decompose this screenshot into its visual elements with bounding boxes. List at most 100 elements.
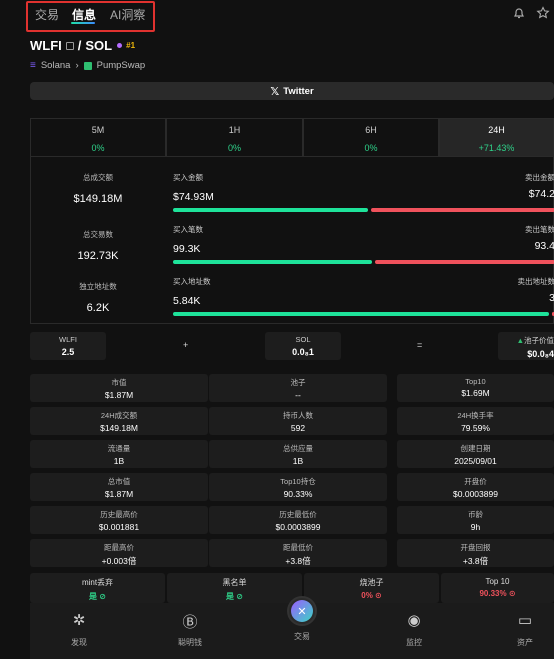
stat-buy-sell-addresses: 买入地址数 5.84K 卖出地址数 3: [173, 276, 554, 316]
security-value: 0% ⊙: [361, 591, 382, 600]
equals-sign: =: [417, 340, 423, 350]
buy-sell-ratio-bar: [173, 260, 554, 264]
info-value: 90.33%: [283, 489, 313, 499]
info-cell: 距最低价 +3.8倍: [209, 539, 387, 567]
info-value: 79.59%: [461, 423, 490, 433]
info-cell: 总市值 $1.87M: [30, 473, 208, 501]
monitor-icon: ◉: [407, 612, 421, 629]
smart-money-icon: Ⓑ: [182, 614, 198, 631]
timeframe-change: +71.43%: [478, 143, 515, 153]
nav-monitor[interactable]: ◉ 监控: [384, 611, 444, 648]
chevron-right-icon: ›: [75, 60, 79, 71]
info-label: 24H成交额: [100, 411, 138, 420]
timeframe-change: 0%: [91, 143, 105, 153]
info-value: 592: [290, 423, 306, 433]
timeframe-24h[interactable]: 24H +71.43%: [439, 118, 554, 157]
timeframe-change: 0%: [227, 143, 241, 153]
sell-ratio-fill: [552, 312, 554, 316]
rank-badge: #1: [126, 41, 136, 50]
pool-value-label-text: 池子价值: [524, 336, 554, 345]
buy-ratio-fill: [173, 208, 368, 212]
liquidity-base-value: 2.5: [61, 347, 75, 357]
info-cell: 持币人数 592: [209, 407, 387, 435]
pumpswap-icon: [83, 61, 92, 70]
nav-label: 交易: [294, 632, 310, 641]
info-cell: 创建日期 2025/09/01: [397, 440, 554, 468]
tab-highlight-box: [26, 1, 155, 32]
twitter-label: Twitter: [283, 85, 314, 97]
buy-value: 5.84K: [173, 295, 201, 307]
liquidity-quote: SOL 0.0₈1: [265, 332, 341, 360]
nav-label: 资产: [517, 638, 533, 647]
info-cell: Top10 $1.69M: [397, 374, 554, 402]
info-value: --: [295, 390, 301, 400]
info-cell: 总供应量 1B: [209, 440, 387, 468]
info-label: 24H换手率: [457, 411, 494, 420]
trade-icon: ✕: [291, 600, 313, 622]
chain-name[interactable]: Solana: [40, 60, 71, 71]
nav-discover[interactable]: ✲ 发现: [49, 611, 109, 648]
sell-ratio-fill: [370, 208, 554, 212]
tab-info[interactable]: 信息: [72, 8, 97, 22]
buy-sell-ratio-bar: [173, 208, 554, 212]
timeframe-label: 24H: [488, 125, 505, 135]
timeframe-6h[interactable]: 6H 0%: [303, 118, 439, 157]
info-value: $0.0003899: [453, 489, 498, 499]
nav-trade[interactable]: 交易: [272, 631, 332, 642]
nav-trade-center-button[interactable]: ✕: [287, 596, 317, 626]
discover-icon: ✲: [72, 612, 86, 629]
nav-label: 聪明钱: [178, 638, 202, 647]
info-label: 池子: [290, 378, 306, 387]
security-value: 是 ⊘: [226, 592, 243, 601]
security-label: 黑名单: [222, 578, 247, 587]
info-label: 总供应量: [283, 444, 313, 453]
bell-icon[interactable]: [512, 6, 526, 23]
security-value: 90.33% ⊙: [479, 589, 516, 598]
active-tab-indicator: [71, 22, 95, 24]
tab-ai-insight[interactable]: AI洞察: [110, 8, 146, 22]
sell-value: 93.4: [534, 240, 554, 252]
info-label: 距最低价: [283, 543, 313, 552]
pair-base: WLFI: [30, 38, 62, 53]
info-cell: Top10持仓 90.33%: [209, 473, 387, 501]
info-value: 2025/09/01: [454, 456, 497, 466]
chain-breadcrumb: ≡ Solana › PumpSwap: [30, 60, 145, 71]
nav-assets[interactable]: ▭ 资产: [495, 611, 554, 648]
info-value: 1B: [113, 456, 125, 466]
info-value: +3.8倍: [462, 556, 489, 566]
timeframe-5m[interactable]: 5M 0%: [30, 118, 166, 157]
nav-smart-money[interactable]: Ⓑ 聪明钱: [160, 611, 220, 648]
buy-sell-ratio-bar: [173, 312, 554, 316]
security-label: mint丢弃: [81, 578, 114, 587]
security-label: 烧池子: [359, 578, 384, 587]
copy-icon[interactable]: [65, 41, 74, 50]
pair-quote: SOL: [85, 38, 113, 53]
info-value: $1.87M: [104, 489, 134, 499]
security-label: Top 10: [485, 577, 510, 586]
timeframe-1h[interactable]: 1H 0%: [166, 118, 303, 157]
info-label: 持币人数: [283, 411, 313, 420]
tab-trade[interactable]: 交易: [35, 8, 60, 22]
timeframe-label: 5M: [91, 125, 105, 135]
stat-value: $149.18M: [73, 193, 123, 205]
timeframe-label: 6H: [365, 125, 377, 135]
info-value: $0.0003899: [275, 522, 321, 532]
trade-stats-panel: 总成交额 $149.18M 买入金额 $74.93M 卖出金额 $74.2 总交…: [30, 157, 554, 324]
info-label: 流通量: [107, 444, 131, 453]
buy-ratio-fill: [173, 312, 550, 316]
stat-label: 总成交额: [83, 173, 113, 182]
info-cell: 历史最高价 $0.001881: [30, 506, 208, 534]
sell-ratio-fill: [374, 260, 554, 264]
dex-name[interactable]: PumpSwap: [96, 60, 146, 71]
star-icon[interactable]: [536, 6, 550, 23]
info-label: Top10: [465, 377, 486, 386]
twitter-button[interactable]: 𝕏 Twitter: [30, 82, 554, 100]
pool-value-amount: $0.0₈4: [527, 349, 554, 359]
info-cell: 池子 --: [209, 374, 387, 402]
info-label: 开盘价: [464, 477, 487, 486]
security-mint-renounced: mint丢弃 是 ⊘: [30, 573, 165, 603]
security-top10: Top 10 90.33% ⊙: [441, 573, 554, 603]
stat-label: 独立地址数: [79, 282, 117, 291]
pair-separator: /: [77, 38, 82, 53]
liquidity-quote-label: SOL: [295, 335, 311, 344]
